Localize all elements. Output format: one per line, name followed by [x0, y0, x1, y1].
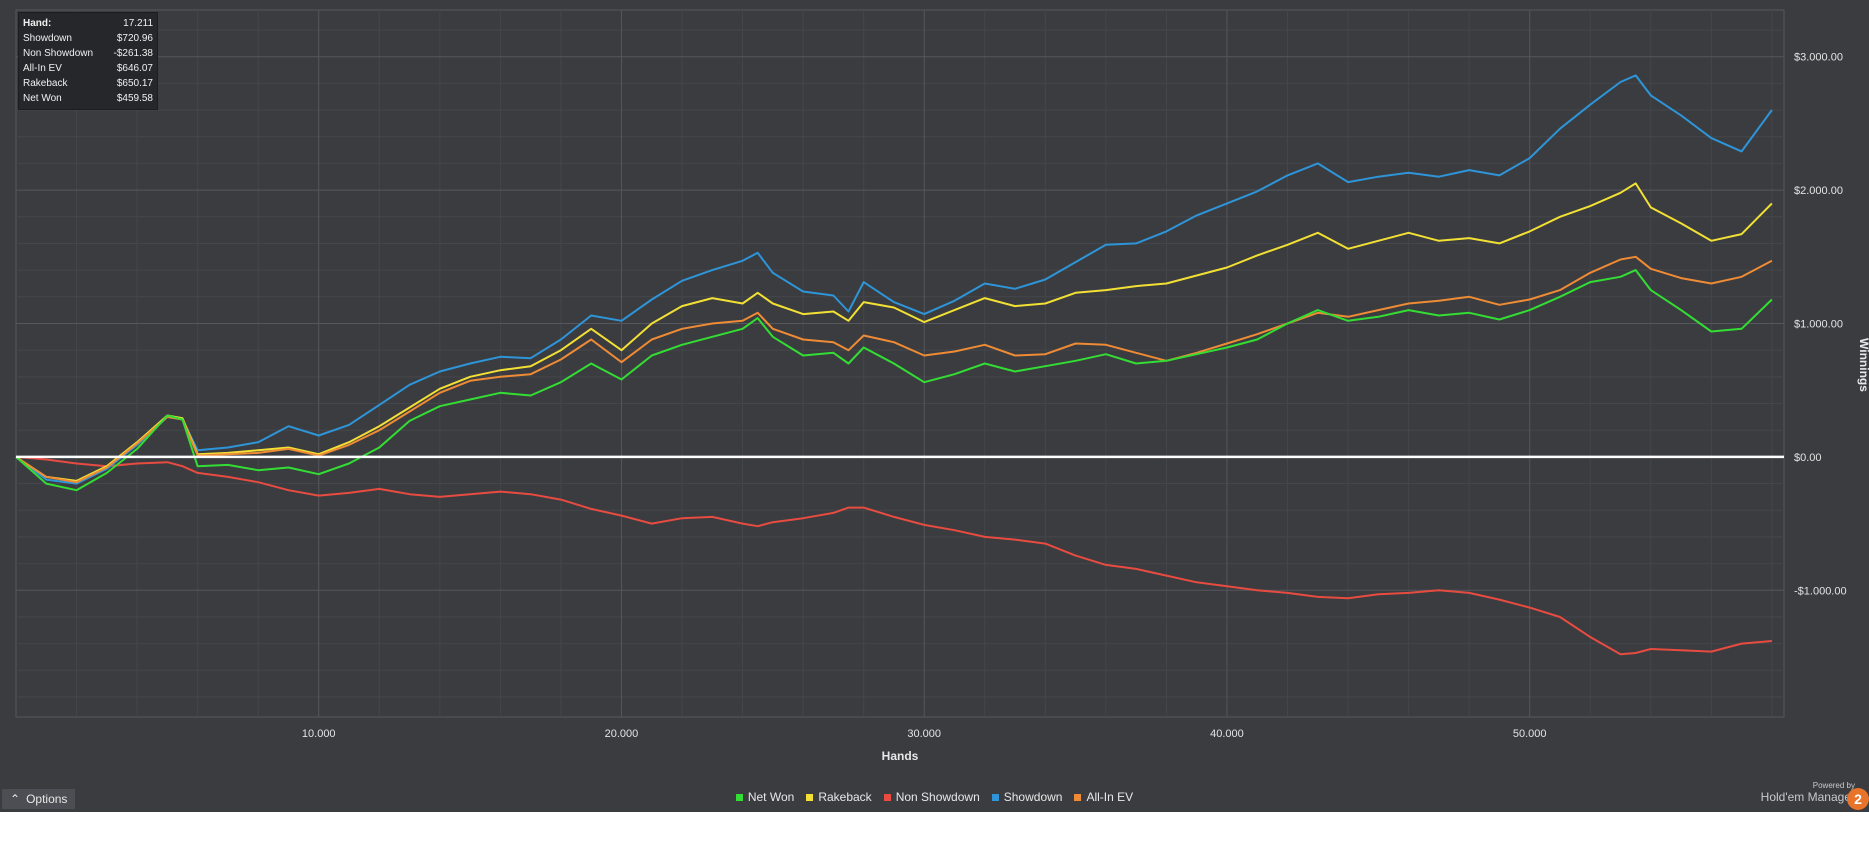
x-tick-label: 30.000 [907, 728, 941, 740]
info-row: All-In EV $646.07 [23, 61, 153, 76]
series-line-rakeback [15, 182, 1773, 482]
info-row-label: Hand: [23, 18, 52, 29]
brand-name: Hold'em Manager [1760, 790, 1855, 804]
series-line-non-showdown [15, 455, 1772, 656]
info-row: Showdown $720.96 [23, 31, 153, 46]
info-row-label: Rakeback [23, 78, 68, 89]
chart-legend: Net Won Rakeback Non Showdown Showdown All-I… [0, 790, 1869, 804]
y-tick-label: -$1.000.00 [1794, 585, 1847, 597]
info-row-label: Non Showdown [23, 48, 94, 59]
info-row-label: Net Won [23, 93, 62, 104]
square-legend-icon [991, 793, 999, 801]
legend-item[interactable]: All-In EV [1074, 790, 1133, 804]
brand-logo: Powered by Hold'em Manager 2 [1760, 781, 1869, 810]
info-row-label: All-In EV [23, 63, 62, 74]
y-tick-label: $3.000.00 [1794, 52, 1843, 64]
square-legend-icon [883, 793, 891, 801]
info-row: Non Showdown -$261.38 [23, 46, 153, 61]
x-tick-label: 50.000 [1513, 728, 1547, 740]
info-row: Net Won $459.58 [23, 91, 153, 106]
legend-item[interactable]: Rakeback [806, 790, 872, 804]
square-legend-icon [806, 793, 814, 801]
graph-panel: $3.000.00 $2.000.00 $1.000.00 $0.00 -$1.000.… [0, 0, 1869, 812]
x-tick-label: 20.000 [605, 728, 639, 740]
x-tick-label: 40.000 [1210, 728, 1244, 740]
legend-label: Non Showdown [895, 790, 980, 804]
legend-label: All-In EV [1086, 790, 1134, 804]
powered-by-label: Powered by [1812, 781, 1855, 790]
legend-item[interactable]: Showdown [991, 790, 1063, 804]
hover-info-panel: Hand: 17.211 Showdown $720.96 Non Showdown -$… [18, 12, 158, 110]
legend-label: Showdown [1003, 790, 1063, 804]
info-row-value: -$261.38 [113, 48, 153, 59]
legend-item[interactable]: Net Won [735, 790, 795, 804]
info-row-value: $720.96 [116, 33, 153, 44]
info-row-value: $459.58 [116, 93, 153, 104]
info-row: Hand: 17.211 [23, 16, 153, 31]
info-row: Rakeback $650.17 [23, 76, 153, 91]
x-axis-title: Hands [882, 749, 919, 763]
info-row-label: Showdown [23, 33, 72, 44]
series-line-all-in-ev [15, 255, 1773, 484]
info-row-value: $650.17 [116, 78, 153, 89]
legend-item[interactable]: Non Showdown [883, 790, 980, 804]
info-row-value: $646.07 [116, 63, 153, 74]
y-tick-label: $1.000.00 [1794, 318, 1843, 330]
legend-label: Net Won [747, 790, 795, 804]
chevron-up-icon: ⌃ [10, 792, 21, 806]
options-label: Options [26, 792, 68, 806]
square-legend-icon [1074, 793, 1082, 801]
legend-label: Rakeback [818, 790, 872, 804]
info-row-value: 17.211 [123, 18, 153, 29]
y-tick-label: $2.000.00 [1794, 185, 1843, 197]
y-tick-label: $0.00 [1794, 452, 1822, 464]
hm2-badge-icon: 2 [1847, 788, 1869, 810]
square-legend-icon [735, 793, 743, 801]
series-line-net-won [15, 269, 1773, 492]
winnings-chart: $3.000.00 $2.000.00 $1.000.00 $0.00 -$1.000.… [15, 9, 1869, 763]
options-button[interactable]: ⌃ Options [2, 789, 76, 809]
series-line-showdown [15, 74, 1773, 485]
x-tick-label: 10.000 [302, 728, 336, 740]
y-axis-title: Winnings [1857, 338, 1869, 392]
